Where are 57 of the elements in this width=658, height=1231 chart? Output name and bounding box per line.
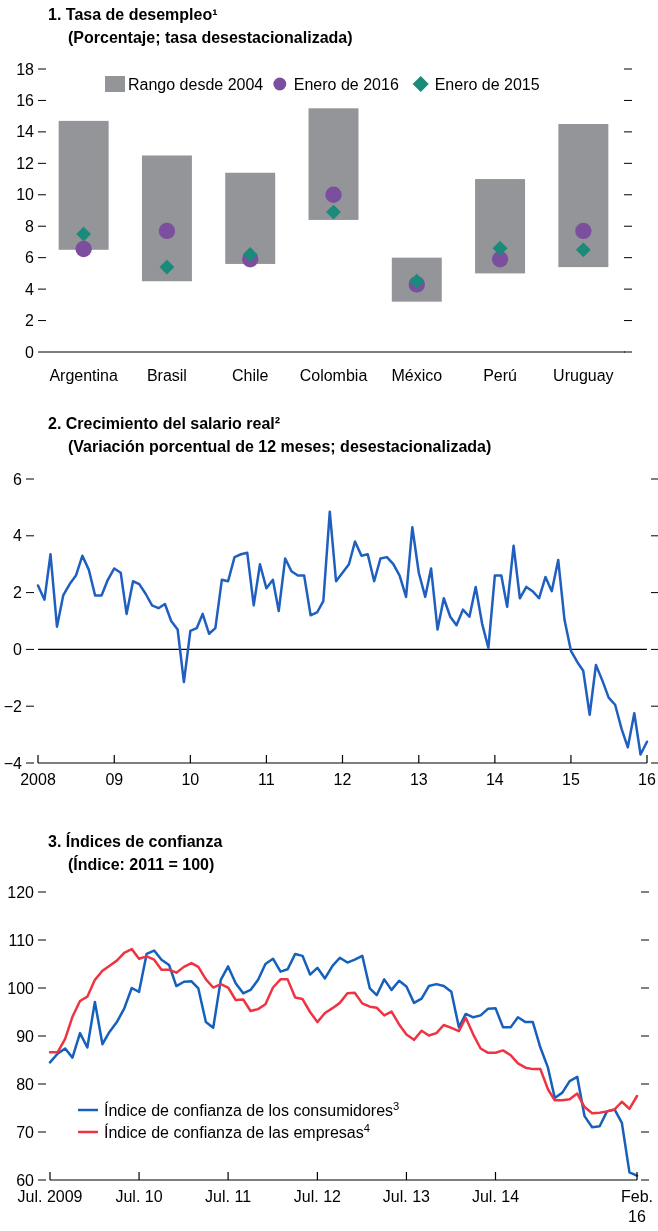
- y-tick-label: 6: [13, 470, 23, 488]
- x-tick-label: Colombia: [299, 367, 368, 384]
- y-tick-label: 110: [8, 931, 35, 949]
- y-tick-label: −4: [3, 754, 23, 772]
- y-tick-label: 8: [25, 217, 35, 235]
- x-tick-label: Jul. 13: [382, 1188, 431, 1205]
- chart-title: 2. Crecimiento del salario real²: [48, 415, 281, 432]
- y-tick-label: 16: [16, 91, 35, 109]
- legend-label: Rango desde 2004: [128, 75, 264, 93]
- x-tick-label: Chile: [231, 367, 269, 384]
- chart-subtitle: (Índice: 2011 = 100): [68, 855, 215, 873]
- y-tick-label: 0: [25, 343, 35, 361]
- y-tick-label: 2: [13, 584, 23, 602]
- x-tick-label: Uruguay: [553, 367, 614, 384]
- y-tick-label: 90: [16, 1027, 35, 1045]
- x-tick-label: Jul. 10: [115, 1188, 163, 1205]
- x-tick-label: 14: [485, 771, 504, 788]
- x-tick-label: 10: [181, 771, 200, 788]
- y-tick-label: 18: [16, 60, 35, 78]
- x-tick-label: 09: [105, 771, 124, 788]
- legend-label: Índice de confianza de los consumidores$^{3}$: [104, 1099, 400, 1119]
- x-tick-label: Argentina: [49, 367, 118, 384]
- chart-title: 1. Tasa de desempleo¹: [48, 6, 218, 23]
- x-tick-label: Jul. 14: [471, 1188, 520, 1205]
- y-tick-label: 4: [13, 527, 23, 545]
- chart-title: 3. Índices de confianza: [48, 832, 223, 850]
- legend-label: Índice de confianza de las empresas$^{4}$: [104, 1121, 370, 1141]
- y-tick-label: 80: [16, 1075, 35, 1093]
- x-tick-label: México: [391, 367, 443, 384]
- x-tick-label: 15: [562, 771, 580, 788]
- legend-label: Enero de 2016: [293, 75, 399, 93]
- y-tick-label: 2: [25, 312, 35, 330]
- legend-label: Enero de 2015: [434, 75, 540, 93]
- x-tick-label: 2008: [20, 771, 56, 788]
- y-tick-label: 12: [16, 154, 35, 172]
- y-tick-label: 6: [25, 249, 35, 267]
- x-tick-label: Feb. 16: [620, 1188, 654, 1225]
- y-tick-label: 4: [25, 280, 35, 298]
- y-tick-label: −2: [3, 697, 23, 715]
- y-tick-label: 14: [16, 123, 35, 141]
- x-tick-label: Brasil: [146, 367, 187, 384]
- x-tick-label: 16: [638, 771, 656, 788]
- x-tick-label: Jul. 2009: [17, 1188, 83, 1205]
- x-tick-label: 11: [258, 771, 275, 788]
- y-tick-label: 70: [16, 1123, 35, 1141]
- y-tick-label: 0: [13, 640, 23, 658]
- chart-subtitle: (Variación porcentual de 12 meses; desestacionalizada): [68, 438, 492, 455]
- x-tick-label: 13: [409, 771, 428, 788]
- x-tick-label: 12: [333, 771, 352, 788]
- x-tick-label: Jul. 12: [293, 1188, 342, 1205]
- y-tick-label: 60: [16, 1171, 35, 1189]
- y-tick-label: 120: [7, 883, 35, 901]
- chart-subtitle: (Porcentaje; tasa desestacionalizada): [68, 29, 353, 46]
- x-tick-label: Jul. 11: [205, 1188, 252, 1205]
- y-tick-label: 10: [16, 186, 35, 204]
- y-tick-label: 100: [7, 979, 35, 997]
- x-tick-label: Perú: [483, 367, 517, 384]
